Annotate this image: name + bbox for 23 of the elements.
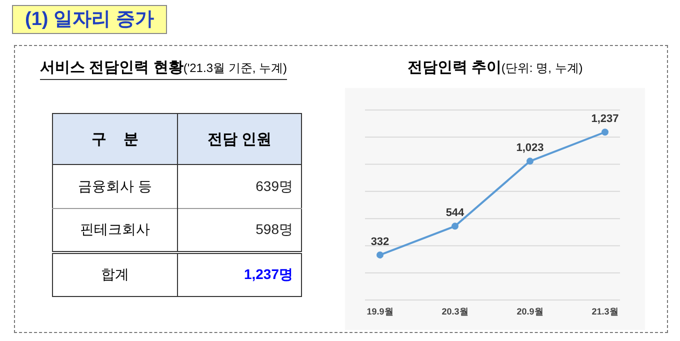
x-tick-label: 19.9월: [366, 306, 394, 316]
chart-subtitle: (단위: 명, 누계): [501, 61, 583, 75]
x-tick-label: 21.3월: [592, 306, 618, 316]
x-tick-label: 20.3월: [442, 306, 468, 316]
category-label: 금융회사 등: [52, 164, 178, 208]
text: 639명: [256, 178, 293, 194]
data-label: 1,023: [516, 142, 544, 154]
text: 598명: [256, 221, 293, 237]
point: [602, 128, 608, 136]
data-label: 332: [370, 236, 390, 248]
text: 전담 인원: [178, 114, 302, 164]
point: [376, 251, 384, 258]
point: [526, 158, 534, 165]
data-label: 1,237: [591, 113, 619, 126]
data-label: 544: [446, 207, 466, 220]
x-tick-label: 20.9월: [516, 306, 544, 316]
text: 구 분: [52, 114, 178, 164]
text: ('21.3월 기준, 누계): [183, 61, 287, 75]
text: 1,237명: [244, 266, 293, 282]
text: (1) 일자리 증가: [12, 5, 167, 34]
category-label: 합계: [52, 252, 178, 296]
point: [452, 222, 458, 230]
category-label: 핀테크회사: [52, 208, 178, 252]
